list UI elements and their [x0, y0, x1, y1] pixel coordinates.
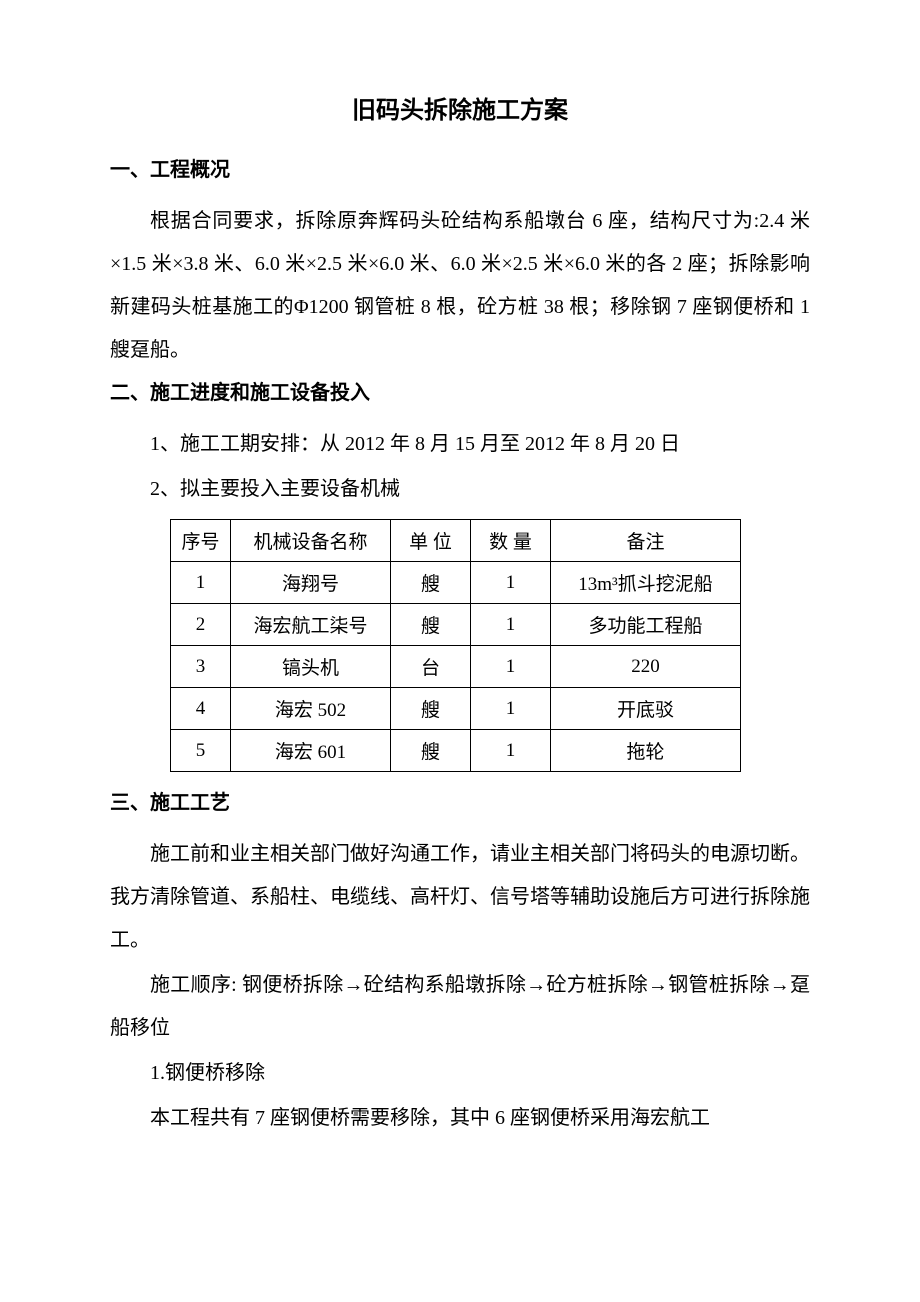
section-1-heading: 一、工程概况 — [110, 153, 810, 182]
table-cell-remark: 多功能工程船 — [551, 604, 741, 646]
section-2-item-1: 1、施工工期安排：从 2012 年 8 月 15 月至 2012 年 8 月 2… — [110, 423, 810, 466]
table-cell-qty: 1 — [471, 562, 551, 604]
table-cell-remark: 开底驳 — [551, 688, 741, 730]
table-cell-unit: 艘 — [391, 604, 471, 646]
section-3-heading: 三、施工工艺 — [110, 786, 810, 815]
table-cell-seq: 3 — [171, 646, 231, 688]
table-row: 2 海宏航工柒号 艘 1 多功能工程船 — [171, 604, 741, 646]
table-row: 4 海宏 502 艘 1 开底驳 — [171, 688, 741, 730]
section-3-sub1-para: 本工程共有 7 座钢便桥需要移除，其中 6 座钢便桥采用海宏航工 — [110, 1097, 810, 1140]
equipment-table: 序号 机械设备名称 单 位 数 量 备注 1 海翔号 艘 1 13m³抓斗挖泥船… — [170, 519, 741, 772]
table-header-name: 机械设备名称 — [231, 520, 391, 562]
table-cell-name: 镐头机 — [231, 646, 391, 688]
table-cell-remark: 220 — [551, 646, 741, 688]
table-cell-seq: 2 — [171, 604, 231, 646]
table-cell-seq: 5 — [171, 730, 231, 772]
table-cell-name: 海宏 601 — [231, 730, 391, 772]
table-cell-qty: 1 — [471, 688, 551, 730]
table-row: 1 海翔号 艘 1 13m³抓斗挖泥船 — [171, 562, 741, 604]
table-header-qty: 数 量 — [471, 520, 551, 562]
table-cell-seq: 1 — [171, 562, 231, 604]
table-cell-qty: 1 — [471, 730, 551, 772]
table-cell-name: 海宏航工柒号 — [231, 604, 391, 646]
table-cell-unit: 艘 — [391, 688, 471, 730]
table-row: 5 海宏 601 艘 1 拖轮 — [171, 730, 741, 772]
table-cell-unit: 艘 — [391, 562, 471, 604]
table-header-remark: 备注 — [551, 520, 741, 562]
table-cell-remark: 13m³抓斗挖泥船 — [551, 562, 741, 604]
section-2-heading: 二、施工进度和施工设备投入 — [110, 376, 810, 405]
table-row: 3 镐头机 台 1 220 — [171, 646, 741, 688]
table-header-unit: 单 位 — [391, 520, 471, 562]
table-cell-qty: 1 — [471, 646, 551, 688]
section-2-item-2: 2、拟主要投入主要设备机械 — [110, 468, 810, 511]
table-header-seq: 序号 — [171, 520, 231, 562]
table-cell-name: 海宏 502 — [231, 688, 391, 730]
table-cell-name: 海翔号 — [231, 562, 391, 604]
table-cell-unit: 艘 — [391, 730, 471, 772]
table-cell-seq: 4 — [171, 688, 231, 730]
table-cell-unit: 台 — [391, 646, 471, 688]
table-header-row: 序号 机械设备名称 单 位 数 量 备注 — [171, 520, 741, 562]
section-3-para-1: 施工前和业主相关部门做好沟通工作，请业主相关部门将码头的电源切断。我方清除管道、… — [110, 833, 810, 962]
section-1-para-1: 根据合同要求，拆除原奔辉码头砼结构系船墩台 6 座，结构尺寸为:2.4 米×1.… — [110, 200, 810, 372]
section-3-para-2: 施工顺序: 钢便桥拆除→砼结构系船墩拆除→砼方桩拆除→钢管桩拆除→趸船移位 — [110, 964, 810, 1050]
document-title: 旧码头拆除施工方案 — [110, 90, 810, 125]
section-3-sub1-title: 1.钢便桥移除 — [110, 1052, 810, 1095]
table-cell-remark: 拖轮 — [551, 730, 741, 772]
table-cell-qty: 1 — [471, 604, 551, 646]
